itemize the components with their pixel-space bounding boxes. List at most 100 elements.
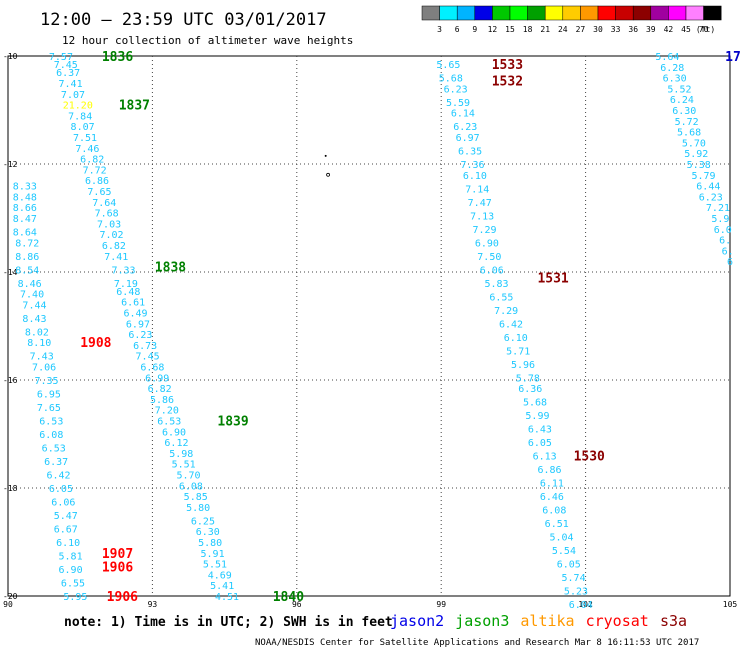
swh-value: 7.64 xyxy=(92,198,116,209)
swh-value: 6.08 xyxy=(542,506,566,517)
swh-value: 6.82 xyxy=(80,155,104,166)
island-marker xyxy=(324,154,327,157)
swh-value: 6.90 xyxy=(59,565,83,576)
swh-value: 8.43 xyxy=(22,314,46,325)
swh-value: 8.33 xyxy=(13,182,37,193)
swh-value: 7.65 xyxy=(87,187,111,198)
swh-value: 5.68 xyxy=(523,398,547,409)
swh-value: 6.53 xyxy=(157,417,181,428)
colorbar-swatch xyxy=(544,5,564,21)
swh-value: 7.19 xyxy=(114,279,138,290)
island-marker xyxy=(326,172,330,177)
colorbar-tick-label: 6 xyxy=(455,25,460,34)
swh-value: 5.79 xyxy=(691,171,715,182)
swh-value: 6.08 xyxy=(179,481,203,492)
colorbar-swatch xyxy=(615,5,634,21)
colorbar-tick-label: 12 xyxy=(488,25,498,34)
swh-value: 6.30 xyxy=(672,106,696,117)
colorbar-swatch xyxy=(597,5,616,21)
swh-value: 4.51 xyxy=(215,592,239,603)
colorbar-swatch xyxy=(580,5,599,21)
y-tick-label: -18 xyxy=(3,484,18,493)
swh-value: 5.51 xyxy=(203,560,227,571)
swh-value: 6.37 xyxy=(44,457,68,468)
colorbar-swatch xyxy=(562,5,581,21)
swh-value: 6.12 xyxy=(164,438,188,449)
swh-value: 5.99 xyxy=(525,411,549,422)
swh-value: 6.10 xyxy=(56,538,80,549)
colorbar-tick-label: 15 xyxy=(505,25,515,34)
swh-value: 7.20 xyxy=(155,406,179,417)
swh-value: 7.41 xyxy=(59,79,83,90)
swh-value: 7.03 xyxy=(97,219,121,230)
swh-value: 5.95 xyxy=(63,592,87,603)
colorbar-tick-label: 39 xyxy=(646,25,656,34)
pass-time-label: 1836 xyxy=(102,50,133,65)
swh-value: 7.02 xyxy=(99,230,123,241)
colorbar-tick-label: 24 xyxy=(558,25,568,34)
swh-value: 6.42 xyxy=(46,471,70,482)
swh-value: 5.64 xyxy=(655,52,679,63)
colorbar-tick-label: 18 xyxy=(523,25,533,34)
note-text: note: 1) Time is in UTC; 2) SWH is in fe… xyxy=(64,615,393,630)
colorbar-swatch xyxy=(492,5,511,21)
swh-value: 5.70 xyxy=(682,138,706,149)
colorbar-swatch xyxy=(703,5,722,21)
swh-value: 5.23 xyxy=(564,587,588,598)
swh-value: 6.46 xyxy=(540,492,564,503)
swh-value: 8.48 xyxy=(13,192,37,203)
swh-value: 7.65 xyxy=(37,403,61,414)
swh-value: 5.98 xyxy=(169,449,193,460)
swh-value: 5.85 xyxy=(184,492,208,503)
grid-lines xyxy=(8,56,730,596)
swh-value: 8.66 xyxy=(13,203,37,214)
colorbar-swatch xyxy=(474,5,493,21)
colorbar-tick-label: 33 xyxy=(611,25,621,34)
colorbar-swatch xyxy=(527,5,546,21)
swh-value: 6.44 xyxy=(696,182,720,193)
swh-value: 7.29 xyxy=(472,225,496,236)
footer-text: NOAA/NESDIS Center for Satellite Applica… xyxy=(255,638,699,648)
swh-value: 6 xyxy=(727,257,733,268)
swh-value: 6.82 xyxy=(102,241,126,252)
colorbar-swatch xyxy=(421,5,440,21)
satellite-legend: jason2 jason3 altika cryosat s3a xyxy=(390,612,687,630)
pass-time-label: 1838 xyxy=(155,261,186,276)
swh-value: 6.13 xyxy=(533,452,557,463)
colorbar-tick-label: 30 xyxy=(593,25,603,34)
swh-value: 5.51 xyxy=(172,460,196,471)
swh-value: 5.47 xyxy=(54,511,78,522)
satellite-legend-jason3: jason3 xyxy=(455,612,509,630)
swh-value: 6.95 xyxy=(37,390,61,401)
swh-value: 7.50 xyxy=(477,252,501,263)
y-tick-label: -16 xyxy=(3,376,18,385)
y-tick-label: -10 xyxy=(3,52,18,61)
swh-value: 5.74 xyxy=(562,573,586,584)
swh-value: 7.46 xyxy=(75,144,99,155)
swh-value: 5.38 xyxy=(687,160,711,171)
swh-value: 5.41 xyxy=(210,581,234,592)
swh-value: 5.68 xyxy=(439,74,463,85)
swh-value: 5.68 xyxy=(677,128,701,139)
satellite-legend-s3a: s3a xyxy=(660,612,687,630)
swh-value: 6.53 xyxy=(39,417,63,428)
swh-value: 5.59 xyxy=(446,98,470,109)
pass-time-label: 1530 xyxy=(574,450,605,465)
swh-value: 7.57 xyxy=(49,52,73,63)
swh-value: 6.68 xyxy=(140,363,164,374)
swh-value: 7.14 xyxy=(465,184,489,195)
x-tick-label: 105 xyxy=(723,600,738,609)
swh-value: 6.86 xyxy=(537,465,561,476)
swh-value: 7.45 xyxy=(136,352,160,363)
pass-time-label: 1908 xyxy=(80,336,111,351)
colorbar-tick-label: 21 xyxy=(540,25,550,34)
swh-value: 5.78 xyxy=(516,373,540,384)
x-tick-label: 90 xyxy=(3,600,13,609)
swh-value: 8.54 xyxy=(15,265,39,276)
satellite-legend-altika: altika xyxy=(520,612,574,630)
pass-time-label: 1839 xyxy=(217,415,248,430)
swh-values: 7.577.456.377.417.077.848.077.517.466.82… xyxy=(13,52,734,611)
swh-value: 6.51 xyxy=(545,519,569,530)
swh-value: 6.55 xyxy=(489,292,513,303)
